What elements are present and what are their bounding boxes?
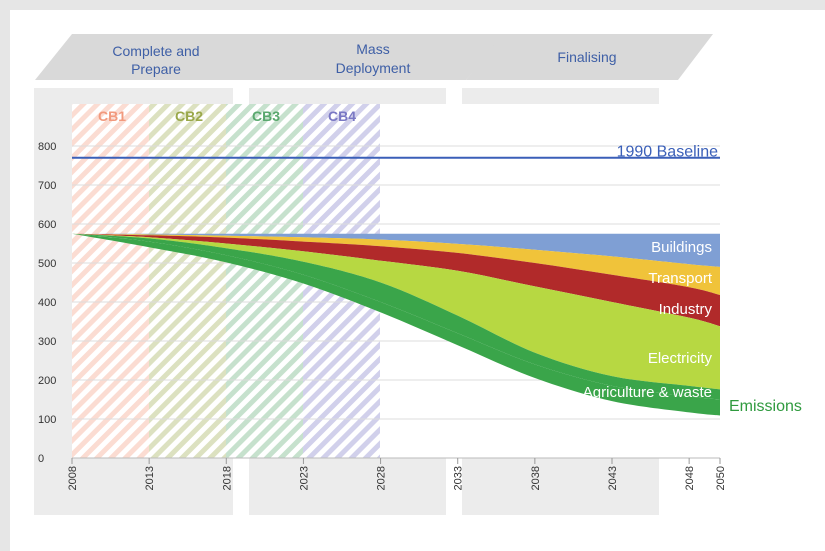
area-industry [72,233,720,327]
x-tick-2023: 2023 [298,466,310,490]
y-tick-200: 200 [38,375,56,387]
y-tick-800: 800 [38,141,56,153]
y-tick-400: 400 [38,297,56,309]
phase-label-2b: Deployment [336,60,411,76]
x-axis: 2008 2013 2018 2023 2028 2033 2038 2043 2048 2050 [67,458,727,490]
label-industry: Industry [659,301,713,318]
label-electricity: Electricity [648,350,713,367]
gridlines [72,145,720,420]
area-transport [72,233,720,295]
cb2-band [149,104,226,458]
x-tick-2008: 2008 [67,466,79,490]
emissions-label: Emissions [729,398,802,415]
baseline-label: 1990 Baseline [617,144,719,161]
y-axis: 0 100 200 300 400 500 600 700 800 [38,141,720,465]
cb3-band [226,104,303,458]
phase-banner-1 [35,34,290,80]
phase-banner-3 [466,34,713,80]
area-buildings [72,233,720,267]
cb4-label: CB4 [328,108,356,124]
cb2-label: CB2 [175,108,203,124]
x-tick-2028: 2028 [376,466,388,490]
x-tick-2033: 2033 [453,466,465,490]
cb1-band [72,104,149,458]
y-tick-100: 100 [38,414,56,426]
phase-banner-2 [250,34,505,80]
stacked-areas [72,233,720,416]
x-tick-2018: 2018 [221,466,233,490]
y-tick-0: 0 [38,453,44,465]
y-tick-700: 700 [38,180,56,192]
phase-label-1a: Complete and [112,43,199,59]
label-transport: Transport [648,270,712,287]
phase-banners: Complete and Prepare Mass Deployment Fin… [35,34,713,80]
sector-labels: Buildings Transport Industry Electricity Agr… [583,239,802,415]
x-tick-2048: 2048 [684,466,696,490]
y-tick-600: 600 [38,219,56,231]
area-agriculture-band [72,233,720,416]
x-tick-2038: 2038 [530,466,542,490]
x-tick-2013: 2013 [144,466,156,490]
phase-label-2a: Mass [356,41,389,57]
phase-label-3: Finalising [557,49,616,65]
y-tick-300: 300 [38,336,56,348]
area-agriculture [72,233,720,400]
y-tick-500: 500 [38,258,56,270]
cb1-label: CB1 [98,108,126,124]
baseline-group: 1990 Baseline [72,144,720,161]
label-buildings: Buildings [651,239,712,256]
area-electricity [72,233,720,390]
phase-label-1b: Prepare [131,61,181,77]
cb3-label: CB3 [252,108,280,124]
label-agriculture: Agriculture & waste [583,384,712,401]
x-tick-2050: 2050 [715,466,727,490]
x-tick-2043: 2043 [607,466,619,490]
